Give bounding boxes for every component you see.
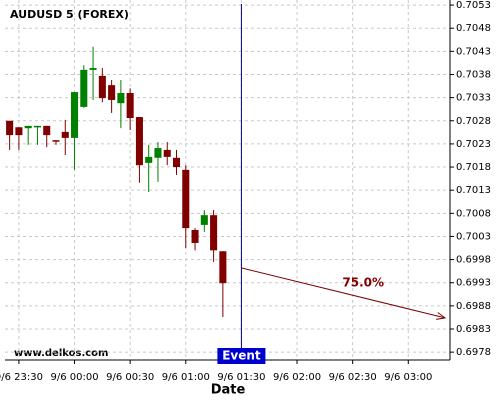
y-tick-label: 0.6988 — [456, 301, 491, 312]
x-tick-label: 9/6 02:30 — [329, 372, 377, 383]
candle-body — [219, 251, 227, 284]
y-tick-label: 0.6998 — [456, 255, 491, 266]
candle-body — [43, 125, 51, 136]
candle-body — [135, 117, 143, 166]
y-tick-label: 0.7018 — [456, 162, 491, 173]
candle-body — [33, 125, 41, 128]
x-tick-label: 9/6 00:30 — [106, 372, 154, 383]
candle-body — [126, 93, 134, 118]
candle-body — [98, 75, 106, 99]
projection-arrowhead — [436, 312, 447, 320]
candle-body — [200, 215, 208, 225]
candle-body — [80, 69, 88, 107]
x-tick-label: 9/6 01:30 — [217, 372, 265, 383]
candle-body — [210, 215, 218, 251]
chart-title: AUDUSD 5 (FOREX) — [10, 8, 129, 21]
event-box — [217, 348, 266, 364]
candle-body — [182, 169, 190, 229]
candle-body — [145, 156, 153, 163]
y-tick-label: 0.7033 — [456, 93, 491, 104]
x-tick-label: 9/6 23:30 — [0, 372, 43, 383]
candle-body — [15, 127, 23, 136]
x-tick-label: 9/6 03:00 — [384, 372, 432, 383]
x-tick-label: 9/6 02:00 — [273, 372, 321, 383]
y-tick-label: 0.6993 — [456, 278, 491, 289]
candle-body — [52, 140, 60, 142]
x-axis-label: Date — [211, 383, 246, 398]
candle-body — [71, 92, 79, 138]
candle-body — [191, 229, 199, 243]
x-tick-label: 9/6 00:00 — [50, 372, 98, 383]
y-tick-label: 0.7038 — [456, 69, 491, 80]
y-tick-label: 0.7008 — [456, 208, 491, 219]
y-tick-label: 0.7053 — [456, 0, 491, 11]
projection-label: 75.0% — [342, 275, 384, 289]
candle-body — [108, 85, 116, 100]
candle-body — [163, 149, 171, 157]
candle-body — [154, 148, 162, 158]
y-tick-label: 0.7043 — [456, 46, 491, 57]
watermark: www.delkos.com — [14, 348, 108, 359]
event-label: Event — [222, 349, 261, 363]
projection-line — [241, 267, 446, 319]
candle-body — [61, 131, 69, 138]
candle-body — [172, 157, 181, 168]
y-tick-label: 0.7003 — [456, 231, 491, 242]
candle-body — [117, 93, 125, 104]
y-tick-label: 0.6983 — [456, 324, 491, 335]
y-tick-label: 0.7048 — [456, 23, 491, 34]
y-tick-label: 0.7023 — [456, 139, 491, 150]
candle-body — [6, 120, 14, 136]
candle-body — [89, 68, 97, 70]
candle-body — [24, 125, 32, 129]
x-tick-label: 9/6 01:00 — [162, 372, 210, 383]
y-tick-label: 0.7013 — [456, 185, 491, 196]
y-tick-label: 0.6978 — [456, 347, 491, 358]
y-tick-label: 0.7028 — [456, 116, 491, 127]
